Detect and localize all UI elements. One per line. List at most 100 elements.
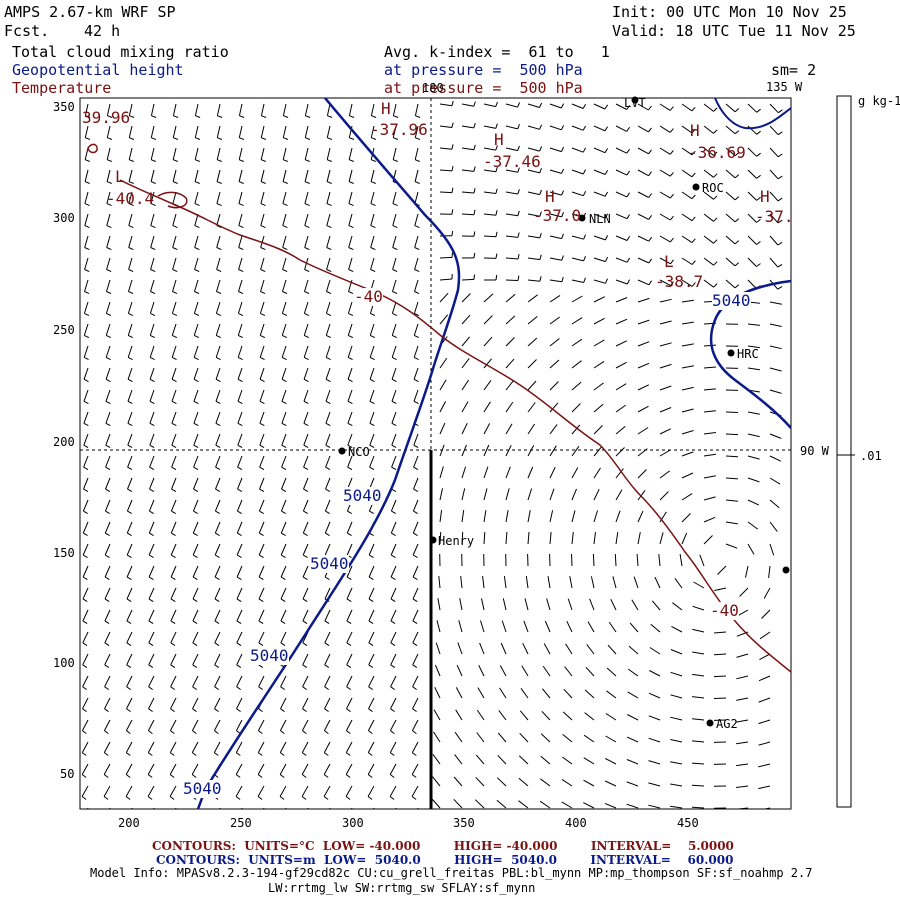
wind-barb (328, 807, 331, 809)
wind-barb-feather (214, 686, 219, 691)
wind-barb-feather (193, 356, 199, 361)
wind-barb (103, 763, 111, 775)
wind-barb (282, 147, 287, 160)
wind-barb-feather (105, 510, 110, 515)
wind-barb (524, 598, 529, 611)
wind-barb (391, 389, 397, 402)
wind-barb (523, 620, 529, 633)
wind-barb (171, 345, 177, 358)
wind-barb-feather (193, 400, 199, 405)
wind-barb (593, 339, 605, 347)
wind-barb (390, 675, 397, 687)
wind-barb-feather (691, 128, 696, 134)
wind-barb (681, 451, 694, 457)
wind-barb-feather (517, 124, 520, 130)
wind-barb-feather (193, 532, 198, 537)
wind-barb-feather (150, 269, 156, 273)
wind-barb (505, 125, 518, 130)
wind-barb (562, 711, 573, 721)
wind-barb-feather (302, 598, 308, 603)
wind-barb (347, 433, 353, 446)
wind-barb (461, 278, 475, 281)
wind-barb-feather (371, 159, 376, 162)
wind-barb-feather (303, 444, 309, 449)
wind-barb-feather (149, 532, 154, 537)
wind-barb (301, 785, 309, 797)
wind-barb (461, 147, 474, 151)
wind-barb (126, 697, 133, 709)
wind-barb (391, 455, 397, 468)
wind-barb-feather (713, 239, 718, 244)
wind-barb-feather (216, 247, 222, 251)
wind-barb-feather (734, 284, 740, 289)
wind-barb (461, 293, 471, 303)
temperature-contour-small (87, 143, 98, 154)
wind-barb (461, 169, 474, 172)
wind-barb-feather (85, 159, 90, 162)
wind-barb-feather (734, 218, 740, 223)
wind-barb (434, 664, 441, 677)
wind-barb-feather (303, 422, 309, 427)
wind-barb (453, 776, 463, 787)
wind-barb (542, 688, 551, 699)
wind-barb-feather (283, 159, 288, 162)
wind-barb-feather (669, 106, 674, 111)
wind-barb (583, 779, 595, 787)
wind-barb (432, 754, 441, 765)
wind-barb (214, 675, 221, 687)
wind-barb (414, 125, 419, 138)
wind-barb (412, 499, 419, 512)
wind-barb-feather (194, 334, 200, 339)
wind-barb-feather (473, 231, 476, 237)
wind-barb (391, 323, 397, 336)
wind-barb-feather (106, 247, 112, 251)
wind-barb (736, 741, 749, 745)
wind-barb (302, 675, 309, 687)
wind-barb-feather (280, 598, 286, 603)
wind-barb (126, 521, 133, 534)
wind-barb (238, 169, 243, 182)
wind-barb-feather (348, 312, 354, 317)
wind-barb-feather (517, 210, 520, 216)
wind-barb (505, 191, 518, 195)
wind-barb (411, 741, 419, 753)
wind-barb (258, 609, 265, 622)
wind-barb (747, 103, 758, 113)
wind-barb-feather (260, 247, 266, 251)
wind-barb (714, 587, 727, 591)
wind-barb-feather (412, 642, 418, 647)
wind-barb (679, 554, 683, 567)
wind-barb-feather (170, 708, 175, 713)
wind-barb-feather (281, 488, 287, 493)
wind-barb (282, 235, 287, 248)
wind-barb (346, 631, 353, 644)
wind-barb (648, 692, 661, 699)
wind-barb (150, 125, 155, 138)
wind-barb-feather (390, 576, 396, 581)
wind-barb (125, 763, 133, 775)
wind-barb-feather (713, 261, 718, 266)
wind-barb (725, 477, 739, 480)
wind-barb-feather (305, 159, 310, 162)
wind-barb-feather (302, 730, 307, 734)
wind-barb (370, 257, 375, 270)
wind-barb-feather (304, 181, 310, 184)
wind-barb-feather (583, 256, 586, 262)
wind-barb (565, 643, 573, 655)
wind-barb-feather (561, 255, 564, 261)
wind-barb-feather (414, 225, 420, 229)
wind-barb (394, 807, 397, 809)
wind-barb-feather (391, 444, 397, 449)
wind-barb-feather (148, 752, 153, 756)
wind-barb-feather (216, 181, 222, 184)
wind-barb-feather (282, 203, 288, 207)
wind-barb (303, 345, 309, 358)
wind-barb (549, 235, 562, 240)
wind-barb (324, 521, 331, 534)
wind-barb (505, 169, 518, 173)
wind-barb-feather (192, 730, 197, 734)
wind-barb-feather (280, 686, 285, 691)
wind-barb (127, 367, 133, 380)
wind-barb (483, 510, 487, 523)
wind-barb-feather (172, 225, 178, 229)
